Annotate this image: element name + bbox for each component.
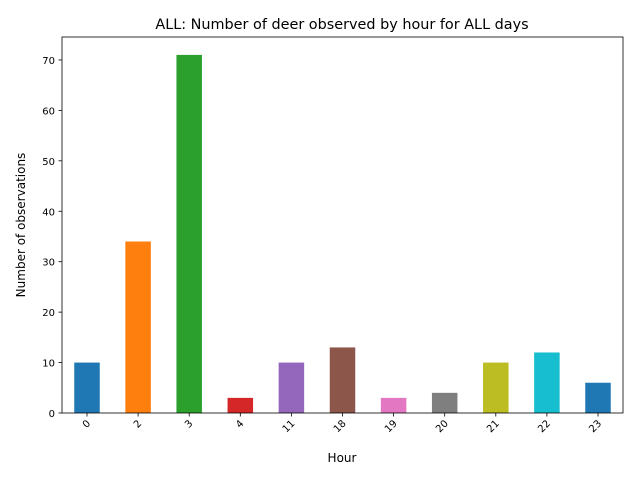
y-tick-label: 30 xyxy=(42,258,55,269)
x-axis-label: Hour xyxy=(328,451,357,465)
bar-hour-0 xyxy=(74,362,100,413)
x-tick-label: 20 xyxy=(434,418,451,435)
x-tick-label: 22 xyxy=(536,418,553,435)
chart-title: ALL: Number of deer observed by hour for… xyxy=(155,17,528,33)
bar-hour-3 xyxy=(176,54,202,414)
bar-hour-23 xyxy=(585,382,611,413)
y-tick-label: 50 xyxy=(42,157,55,168)
x-tick-label: 0 xyxy=(81,418,93,430)
x-tick-label: 3 xyxy=(183,418,195,430)
y-tick-label: 20 xyxy=(42,308,55,319)
bar-hour-20 xyxy=(431,392,458,413)
x-tick-label: 11 xyxy=(281,418,298,435)
x-tick-label: 21 xyxy=(485,418,502,435)
x-tick-label: 2 xyxy=(132,418,144,430)
y-tick-label: 40 xyxy=(42,207,55,218)
bar-hour-2 xyxy=(125,241,151,413)
x-tick-label: 23 xyxy=(587,418,604,435)
y-tick-label: 60 xyxy=(42,106,55,117)
bar-hour-11 xyxy=(278,362,305,413)
y-tick-label: 0 xyxy=(49,409,55,420)
bar-hour-4 xyxy=(227,397,254,413)
x-tick-label: 4 xyxy=(234,418,246,430)
bar-hour-21 xyxy=(483,362,509,413)
x-tick-label: 18 xyxy=(332,418,349,435)
y-tick-label: 10 xyxy=(42,359,55,370)
bar-hour-19 xyxy=(380,397,407,413)
x-tick-label: 19 xyxy=(383,418,400,435)
bar-hour-22 xyxy=(534,352,560,413)
y-axis-label: Number of observations xyxy=(14,153,28,298)
bar-hour-18 xyxy=(329,347,356,413)
y-tick-label: 70 xyxy=(42,56,55,67)
